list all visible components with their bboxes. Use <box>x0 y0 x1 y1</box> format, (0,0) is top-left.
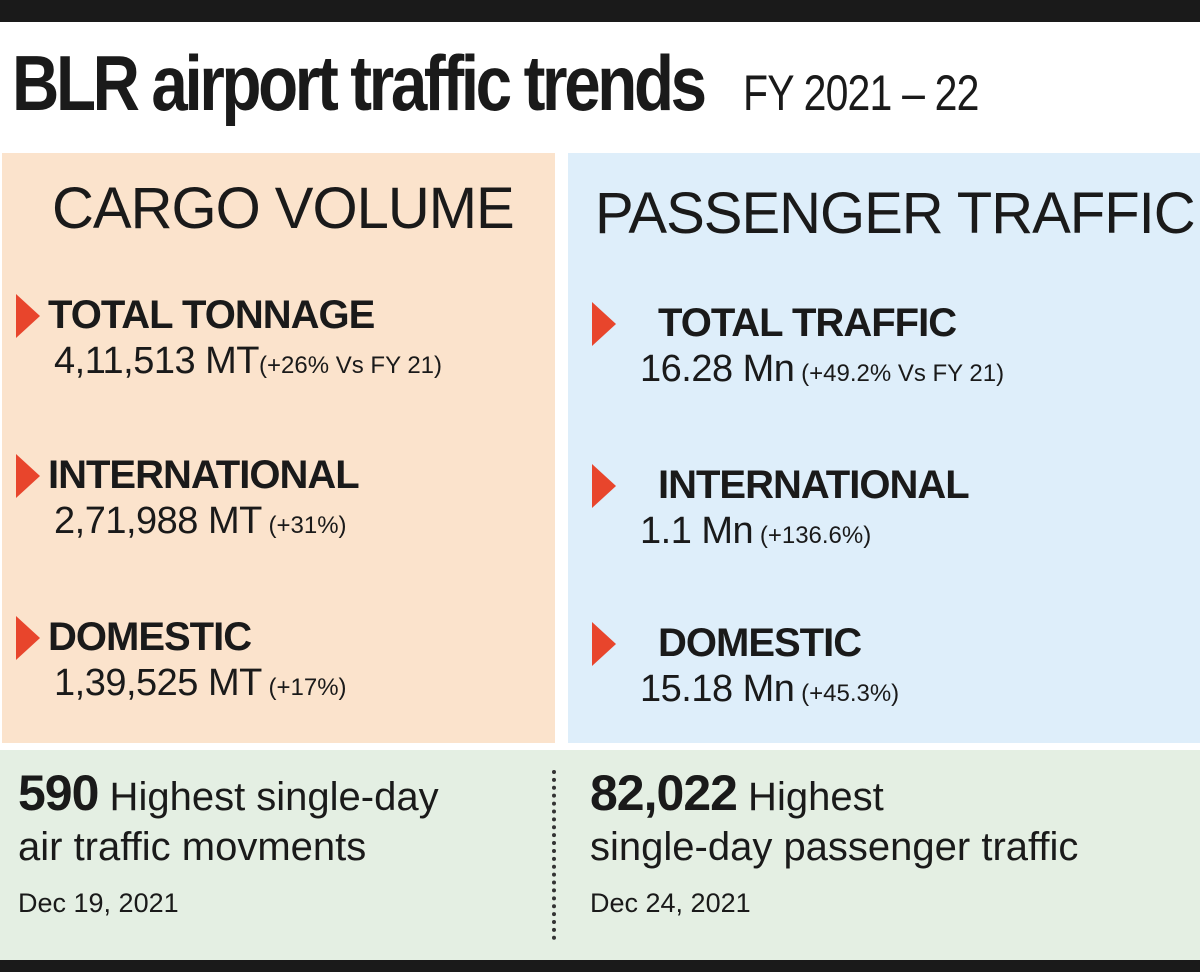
stat-value: 16.28 Mn <box>640 348 795 390</box>
cargo-volume-panel: CARGO VOLUME TOTAL TONNAGE 4,11,513 MT(+… <box>2 153 555 743</box>
cargo-heading: CARGO VOLUME <box>52 176 515 241</box>
passenger-stat-domestic: DOMESTIC 15.18 Mn (+45.3%) <box>568 621 899 711</box>
stat-change: (+17%) <box>261 674 347 701</box>
record-date: Dec 19, 2021 <box>18 888 179 918</box>
stat-value: 1,39,525 MT <box>54 662 262 704</box>
stat-change: (+49.2% Vs FY 21) <box>794 360 1005 387</box>
passenger-traffic-panel: PASSENGER TRAFFIC TOTAL TRAFFIC 16.28 Mn… <box>568 153 1200 743</box>
stat-value: 15.18 Mn <box>640 668 795 710</box>
record-date: Dec 24, 2021 <box>590 888 751 918</box>
bottom-border-bar <box>0 960 1200 972</box>
record-text-line2: single-day passenger traffic <box>590 825 1079 869</box>
cargo-stat-international: INTERNATIONAL 2,71,988 MT (+31%) <box>2 453 360 543</box>
record-text-line1: Highest <box>736 775 884 819</box>
record-text-line2: air traffic movments <box>18 825 367 869</box>
title-main: BLR airport traffic trends <box>12 39 707 127</box>
passenger-traffic-record: 82,022 Highest single-day passenger traf… <box>590 768 1190 919</box>
triangle-right-icon <box>592 463 616 508</box>
stat-label: TOTAL TRAFFIC <box>658 301 957 345</box>
passenger-stat-international: INTERNATIONAL 1.1 Mn (+136.6%) <box>568 463 970 553</box>
stat-value: 4,11,513 MT <box>54 340 260 382</box>
triangle-right-icon <box>592 301 616 346</box>
triangle-right-icon <box>16 293 40 338</box>
page-title: BLR airport traffic trends FY 2021 – 22 <box>12 38 1031 138</box>
passenger-heading: PASSENGER TRAFFIC <box>595 181 1196 246</box>
passenger-stat-total: TOTAL TRAFFIC 16.28 Mn (+49.2% Vs FY 21) <box>568 301 1004 391</box>
triangle-right-icon <box>16 615 40 660</box>
stat-label: INTERNATIONAL <box>48 453 360 497</box>
air-traffic-record: 590 Highest single-day air traffic movme… <box>18 768 538 919</box>
stat-change: (+45.3%) <box>794 680 900 707</box>
stat-label: DOMESTIC <box>48 615 252 659</box>
stat-change: (+136.6%) <box>753 522 872 549</box>
title-subtitle: FY 2021 – 22 <box>743 65 980 121</box>
triangle-right-icon <box>592 621 616 666</box>
records-footer: 590 Highest single-day air traffic movme… <box>0 750 1200 960</box>
stat-label: TOTAL TONNAGE <box>48 293 375 337</box>
cargo-stat-domestic: DOMESTIC 1,39,525 MT (+17%) <box>2 615 347 705</box>
record-text-line1: Highest single-day <box>98 775 439 819</box>
stat-change: (+26% Vs FY 21) <box>259 352 443 379</box>
record-number: 82,022 <box>590 765 738 821</box>
stat-change: (+31%) <box>261 512 347 539</box>
cargo-stat-total: TOTAL TONNAGE 4,11,513 MT(+26% Vs FY 21) <box>2 293 442 383</box>
record-number: 590 <box>18 765 99 821</box>
stat-label: DOMESTIC <box>658 621 862 665</box>
triangle-right-icon <box>16 453 40 498</box>
stat-value: 2,71,988 MT <box>54 500 262 542</box>
top-border-bar <box>0 0 1200 22</box>
stat-value: 1.1 Mn <box>640 510 754 552</box>
dotted-divider <box>552 770 556 940</box>
stat-label: INTERNATIONAL <box>658 463 970 507</box>
